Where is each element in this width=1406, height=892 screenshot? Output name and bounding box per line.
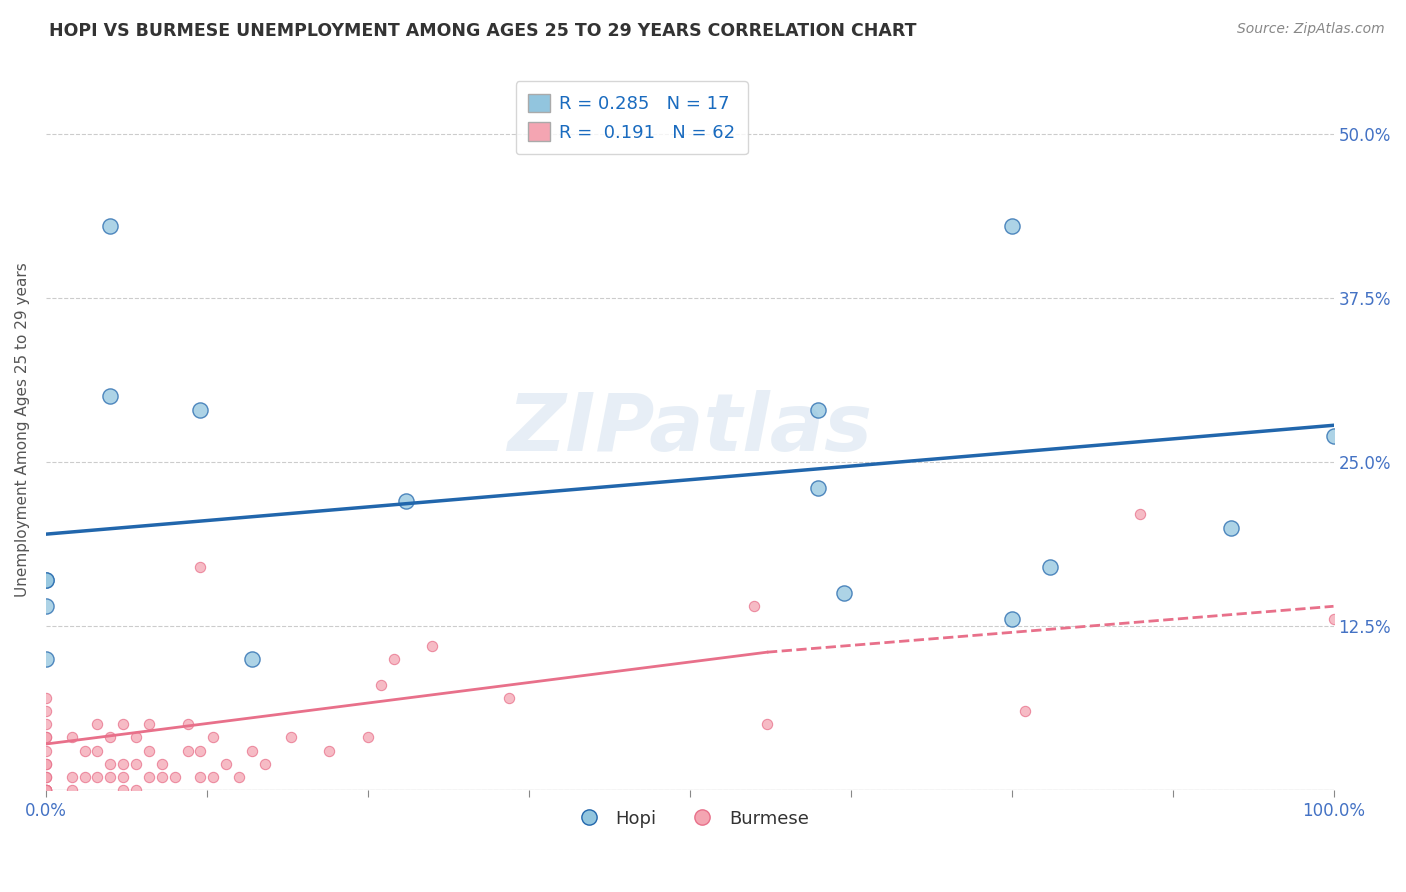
Point [35,743,58,757]
Point [1219,520,1241,534]
Point [756,717,779,731]
Point [73,743,96,757]
Text: Source: ZipAtlas.com: Source: ZipAtlas.com [1237,22,1385,37]
Point [35,783,58,797]
Point [253,756,276,771]
Point [35,756,58,771]
Point [138,770,160,784]
Point [318,743,340,757]
Point [86,717,108,731]
Point [138,743,160,757]
Point [112,756,135,771]
Point [60,731,83,745]
Point [395,494,418,508]
Point [1014,704,1036,718]
Point [240,743,263,757]
Point [138,717,160,731]
Point [176,743,198,757]
Point [35,652,58,666]
Point [215,756,238,771]
Point [382,652,405,666]
Point [35,599,58,614]
Point [807,402,830,417]
Point [1039,560,1062,574]
Point [190,402,212,417]
Point [35,783,58,797]
Point [35,691,58,706]
Y-axis label: Unemployment Among Ages 25 to 29 years: Unemployment Among Ages 25 to 29 years [15,262,30,597]
Point [73,770,96,784]
Point [1001,612,1024,626]
Point [98,770,121,784]
Point [832,586,855,600]
Point [742,599,765,614]
Point [98,389,121,403]
Point [60,783,83,797]
Point [228,770,250,784]
Point [35,770,58,784]
Point [357,731,380,745]
Point [35,717,58,731]
Point [163,770,186,784]
Point [498,691,520,706]
Point [807,481,830,495]
Point [1001,219,1024,233]
Point [125,756,148,771]
Point [98,731,121,745]
Point [35,704,58,718]
Text: ZIPatlas: ZIPatlas [508,390,872,468]
Point [202,770,225,784]
Point [125,731,148,745]
Point [35,573,58,587]
Point [1322,612,1344,626]
Point [190,770,212,784]
Point [112,717,135,731]
Point [370,678,392,692]
Point [150,770,173,784]
Point [280,731,302,745]
Point [112,770,135,784]
Legend: Hopi, Burmese: Hopi, Burmese [564,803,815,835]
Point [190,560,212,574]
Point [86,743,108,757]
Point [35,731,58,745]
Point [112,783,135,797]
Point [86,770,108,784]
Point [35,783,58,797]
Point [35,783,58,797]
Point [35,770,58,784]
Point [125,783,148,797]
Point [1129,508,1152,522]
Point [35,573,58,587]
Point [98,219,121,233]
Point [176,717,198,731]
Point [35,731,58,745]
Point [98,756,121,771]
Point [35,783,58,797]
Point [190,743,212,757]
Point [202,731,225,745]
Point [150,756,173,771]
Point [35,756,58,771]
Text: HOPI VS BURMESE UNEMPLOYMENT AMONG AGES 25 TO 29 YEARS CORRELATION CHART: HOPI VS BURMESE UNEMPLOYMENT AMONG AGES … [49,22,917,40]
Point [60,770,83,784]
Point [1322,429,1344,443]
Point [420,639,443,653]
Point [240,652,263,666]
